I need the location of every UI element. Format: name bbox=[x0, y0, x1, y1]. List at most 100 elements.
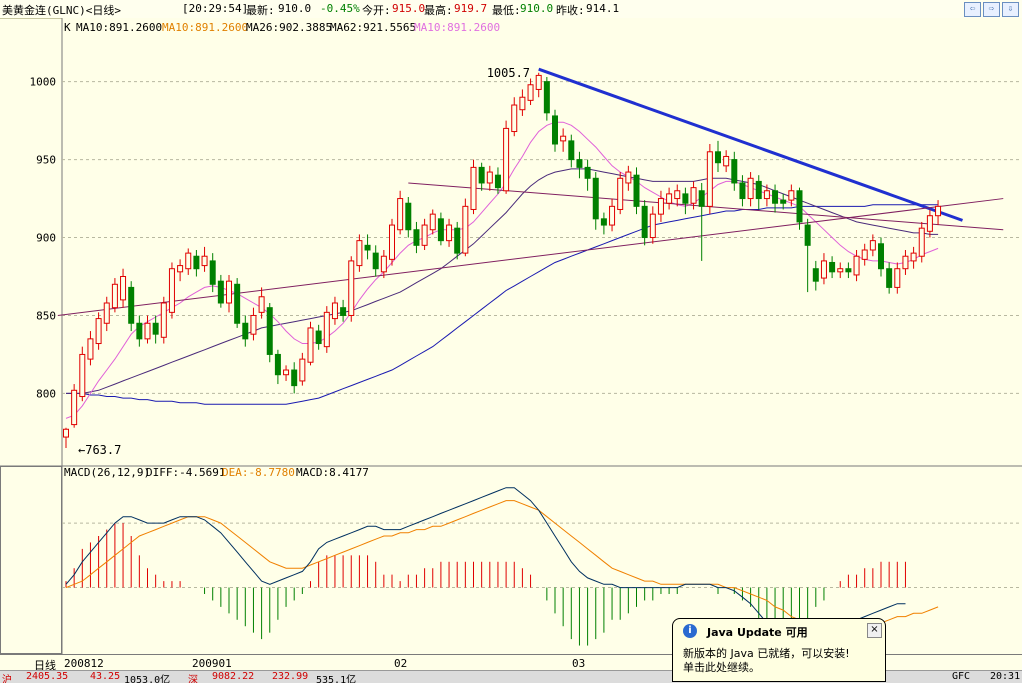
candlestick bbox=[772, 184, 779, 213]
xtick-02: 02 bbox=[394, 657, 408, 670]
instrument-title: 美黄金连(GLNC)<日线> bbox=[2, 4, 121, 17]
candle-body bbox=[625, 171, 632, 184]
candlestick bbox=[666, 187, 673, 210]
xtick-200901: 200901 bbox=[192, 657, 232, 670]
candlestick bbox=[348, 256, 355, 322]
candlestick bbox=[576, 151, 583, 179]
candlestick bbox=[617, 172, 624, 215]
candlestick bbox=[503, 120, 510, 194]
candle-body bbox=[340, 307, 347, 316]
candlestick bbox=[364, 234, 371, 260]
ma62-line bbox=[66, 204, 939, 405]
candlestick bbox=[543, 76, 550, 121]
candlestick bbox=[641, 200, 648, 246]
candlestick bbox=[584, 159, 591, 191]
candlestick bbox=[763, 184, 770, 207]
candle-body bbox=[780, 199, 787, 204]
status-sz-label: 深 bbox=[188, 675, 198, 683]
status-sz-change: 232.99 bbox=[272, 671, 309, 682]
candle-body bbox=[804, 224, 811, 246]
xtick-200812: 200812 bbox=[64, 657, 104, 670]
candlestick bbox=[910, 246, 917, 269]
popup-close-button[interactable]: × bbox=[867, 623, 882, 638]
candle-body bbox=[763, 190, 770, 200]
candlestick bbox=[242, 315, 249, 347]
candle-body bbox=[177, 265, 184, 273]
macd-legend-dea: DEA:-8.7780 bbox=[222, 466, 295, 479]
candle-body bbox=[820, 260, 827, 279]
candlestick bbox=[405, 197, 412, 238]
status-sz-volume: 535.1亿 bbox=[316, 675, 357, 683]
candle-body bbox=[894, 268, 901, 288]
candlestick bbox=[894, 262, 901, 294]
nav-forward-button[interactable]: ⇨ bbox=[983, 2, 1000, 17]
price-tick-label: 900 bbox=[36, 232, 56, 245]
candlestick bbox=[226, 274, 232, 313]
candle-body bbox=[649, 213, 656, 239]
candle-body bbox=[315, 330, 322, 345]
candlestick bbox=[674, 184, 681, 207]
candlestick bbox=[258, 287, 265, 319]
candlestick bbox=[217, 274, 224, 308]
candle-body bbox=[698, 190, 705, 207]
candle-body bbox=[511, 104, 518, 133]
candlestick bbox=[177, 259, 184, 282]
candlestick bbox=[454, 221, 461, 260]
candlestick bbox=[209, 253, 216, 293]
ma10-line bbox=[65, 121, 939, 419]
candle-body bbox=[657, 198, 664, 215]
candlestick bbox=[291, 362, 298, 394]
candle-body bbox=[666, 193, 673, 204]
candle-body bbox=[389, 224, 395, 260]
candle-body bbox=[796, 190, 803, 223]
candle-body bbox=[494, 174, 501, 189]
candlestick bbox=[625, 165, 632, 191]
candlestick bbox=[861, 243, 868, 266]
nav-back-button[interactable]: ⇦ bbox=[964, 2, 981, 17]
candle-body bbox=[690, 187, 697, 204]
candlestick bbox=[87, 331, 94, 366]
candlestick bbox=[935, 200, 942, 226]
open-value: 915.0 bbox=[392, 2, 426, 15]
status-sz-index: 9082.22 bbox=[212, 671, 255, 682]
candle-body bbox=[454, 227, 461, 254]
candlestick bbox=[95, 312, 102, 350]
candlestick bbox=[886, 262, 893, 294]
candlestick bbox=[723, 150, 730, 173]
macd-legend-name: MACD(26,12,9) bbox=[64, 466, 150, 479]
candle-body bbox=[772, 190, 779, 204]
candlestick bbox=[780, 193, 787, 210]
candlestick bbox=[649, 206, 656, 244]
candlestick bbox=[201, 246, 208, 272]
candle-body bbox=[462, 205, 469, 254]
candlestick bbox=[111, 278, 118, 313]
xtick-03: 03 bbox=[572, 657, 586, 670]
candle-body bbox=[609, 205, 616, 226]
candlestick bbox=[71, 384, 78, 428]
candle-body bbox=[421, 224, 428, 246]
candle-body bbox=[723, 155, 730, 167]
legend-ma10-alt: MA10:891.2600 bbox=[162, 21, 248, 34]
candle-body bbox=[674, 190, 681, 200]
candlestick bbox=[535, 72, 542, 98]
candlestick bbox=[918, 221, 925, 263]
candle-body bbox=[299, 358, 306, 382]
candle-body bbox=[111, 283, 118, 309]
ma10-path bbox=[65, 121, 939, 419]
candle-body bbox=[568, 140, 575, 161]
popup-action-link[interactable]: 单击此处继续。 bbox=[683, 661, 760, 674]
candle-body bbox=[478, 166, 485, 184]
candle-body bbox=[641, 205, 648, 239]
candlestick bbox=[323, 306, 330, 353]
candle-body bbox=[747, 177, 754, 200]
candle-body bbox=[413, 229, 420, 246]
candle-body bbox=[837, 268, 844, 273]
candle-body bbox=[136, 322, 143, 340]
candlestick bbox=[283, 365, 290, 381]
candle-body bbox=[886, 268, 893, 288]
latest-label: 最新: bbox=[246, 4, 275, 17]
java-update-popup[interactable]: i Java Update 可用 × 新版本的 Java 已就绪，可以安装! 单… bbox=[672, 618, 886, 682]
nav-down-button[interactable]: ⇩ bbox=[1002, 2, 1019, 17]
candle-body bbox=[380, 255, 387, 273]
